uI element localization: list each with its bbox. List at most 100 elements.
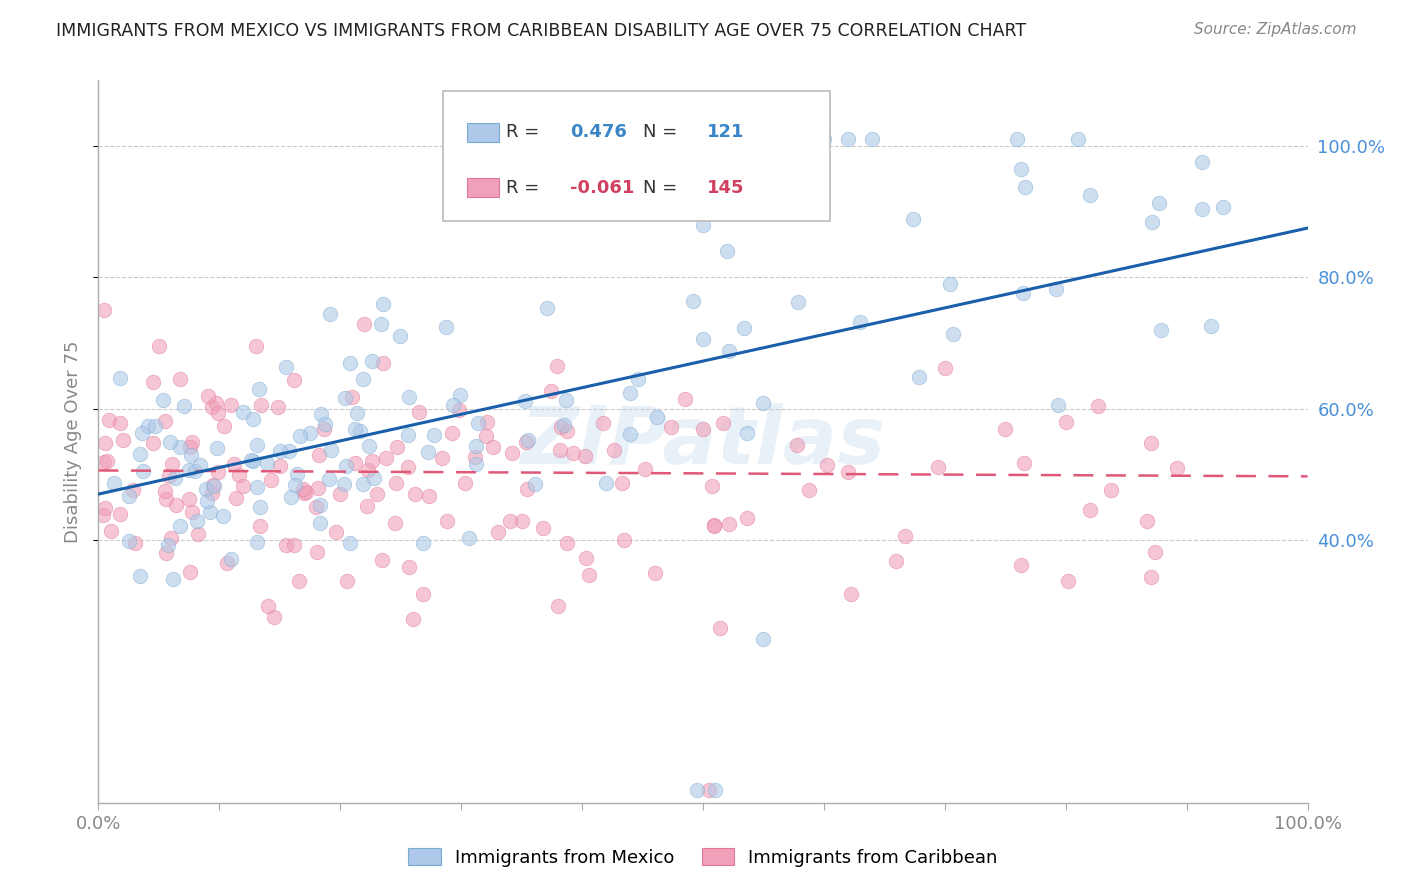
Point [299,426,322,441]
Text: Source: ZipAtlas.com: Source: ZipAtlas.com [1194,22,1357,37]
Point [434,320,457,334]
Point [703,519,725,533]
Point [319,307,342,321]
Point [204,396,226,410]
Point [531,521,554,535]
Point [441,426,464,441]
Point [344,422,367,436]
Point [225,491,247,505]
Point [389,329,412,343]
Point [94,500,117,515]
Point [575,550,598,565]
Point [291,482,314,496]
Point [673,392,696,407]
Point [457,531,479,545]
Point [447,403,470,417]
Point [553,417,575,432]
Point [1166,461,1188,475]
Point [692,332,714,346]
Point [202,478,225,492]
Point [619,427,641,442]
Point [256,599,278,613]
Point [91,508,114,522]
Point [288,574,311,589]
Point [375,451,398,466]
Point [1087,399,1109,413]
Point [536,301,558,316]
Point [329,487,352,501]
Point [1010,558,1032,573]
Point [1099,483,1122,498]
Point [1080,503,1102,517]
Point [619,386,641,401]
Point [318,472,340,486]
Point [283,538,305,552]
Point [547,599,569,613]
Point [314,422,336,436]
Point [155,483,177,498]
Point [735,511,758,525]
Point [704,782,727,797]
Point [797,483,820,497]
Point [169,372,191,386]
Point [188,458,211,472]
Point [162,572,184,586]
Point [353,317,375,331]
Point [160,457,183,471]
Point [384,516,406,530]
Point [333,391,356,405]
Point [309,498,332,512]
Point [165,498,187,512]
Point [692,422,714,436]
Point [346,406,368,420]
Point [294,484,316,499]
Point [464,450,486,465]
Point [360,454,382,468]
Point [412,587,434,601]
Point [907,369,929,384]
Point [217,556,239,570]
Point [207,405,229,419]
Point [396,428,419,442]
Point [129,568,152,582]
Point [339,356,361,370]
Point [711,416,734,430]
Point [335,459,357,474]
Point [180,449,202,463]
Point [627,371,650,385]
Point [603,443,626,458]
Point [692,218,714,232]
Point [152,392,174,407]
Point [325,524,347,539]
Point [1054,416,1077,430]
Point [184,464,207,478]
Point [186,514,208,528]
Point [269,444,291,458]
Point [1078,188,1101,202]
Point [449,388,471,402]
Point [117,489,139,503]
Point [232,404,254,418]
Point [319,442,342,457]
Point [475,429,498,443]
Point [557,424,579,438]
Point [197,389,219,403]
Point [276,359,298,374]
Point [263,610,285,624]
Point [103,476,125,491]
Point [169,440,191,454]
Point [363,471,385,485]
Point [259,473,281,487]
Point [613,533,636,547]
Point [177,492,200,507]
Text: 145: 145 [707,178,744,197]
Point [578,568,600,582]
Point [418,489,440,503]
Point [155,491,177,506]
Point [398,560,420,574]
Y-axis label: Disability Age Over 75: Disability Age Over 75 [65,340,83,543]
Point [181,505,204,519]
Point [385,476,408,491]
Point [131,425,153,440]
Point [786,437,808,451]
